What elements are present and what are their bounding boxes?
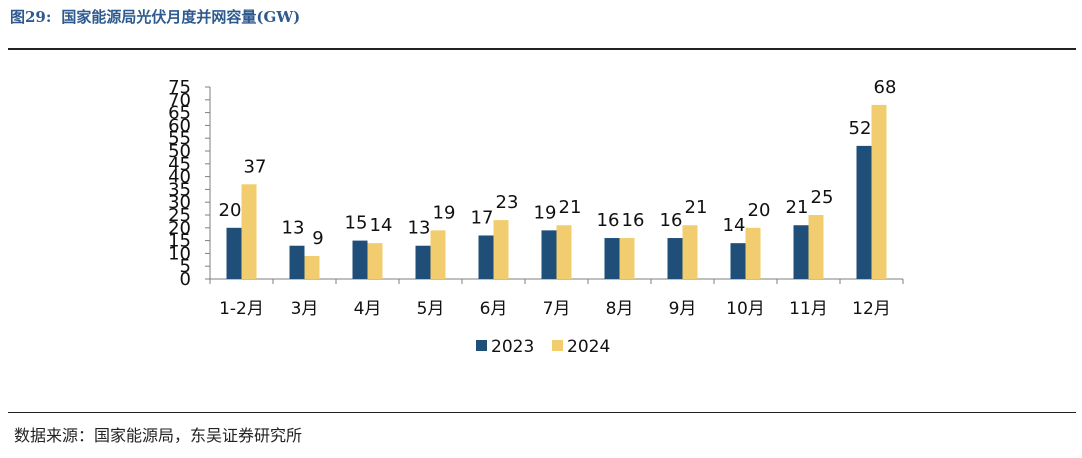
data-label-2024: 16 xyxy=(622,210,645,231)
bar-2024 xyxy=(556,225,572,279)
data-label-2023: 16 xyxy=(660,210,683,231)
data-label-2024: 9 xyxy=(312,228,323,249)
x-tick-label: 7月 xyxy=(543,299,571,319)
y-tick-label: 35 xyxy=(168,179,191,200)
data-label-2024: 19 xyxy=(433,202,456,223)
y-tick-label: 10 xyxy=(168,243,191,264)
bar-2024 xyxy=(745,227,761,279)
bar-2023 xyxy=(226,227,242,279)
bottom-rule xyxy=(8,412,1076,413)
y-tick-label: 45 xyxy=(168,154,191,175)
data-label-2023: 19 xyxy=(534,202,557,223)
data-label-2023: 16 xyxy=(597,210,620,231)
data-label-2023: 21 xyxy=(786,197,809,218)
data-label-2024: 21 xyxy=(685,197,708,218)
top-rule xyxy=(8,48,1076,50)
figure-title: 图29: 国家能源局光伏月度并网容量(GW) xyxy=(10,6,300,27)
data-label-2024: 25 xyxy=(811,187,834,208)
y-tick-label: 40 xyxy=(168,167,191,188)
y-tick-label: 75 xyxy=(168,77,191,98)
x-tick-label: 4月 xyxy=(354,299,382,319)
x-tick-label: 3月 xyxy=(291,299,319,319)
legend-label-2023: 2023 xyxy=(491,337,534,357)
y-tick-label: 5 xyxy=(180,256,191,277)
x-tick-label: 8月 xyxy=(606,299,634,319)
y-tick-label: 15 xyxy=(168,231,191,252)
y-tick-label: 70 xyxy=(168,90,191,111)
bar-2023 xyxy=(415,245,431,279)
y-tick-label: 20 xyxy=(168,218,191,239)
bar-2023 xyxy=(289,245,305,279)
y-tick-label: 0 xyxy=(180,269,191,290)
y-tick-label: 25 xyxy=(168,205,191,226)
x-tick-label: 9月 xyxy=(669,299,697,319)
data-label-2024: 21 xyxy=(559,197,582,218)
bar-2024 xyxy=(430,230,446,279)
data-label-2024: 23 xyxy=(496,192,519,213)
data-label-2023: 17 xyxy=(471,207,494,228)
bar-2024 xyxy=(808,215,824,279)
data-label-2024: 20 xyxy=(748,200,771,221)
x-tick-label: 1-2月 xyxy=(219,299,264,319)
x-tick-label: 6月 xyxy=(480,299,508,319)
data-source-note: 数据来源：国家能源局，东吴证券研究所 xyxy=(14,426,303,445)
legend-swatch-2023 xyxy=(476,340,487,351)
y-tick-label: 65 xyxy=(168,103,191,124)
data-label-2023: 13 xyxy=(408,218,431,239)
figure-title-text: 国家能源局光伏月度并网容量(GW) xyxy=(61,8,301,26)
figure-number: 图29: xyxy=(10,8,52,26)
bar-2024 xyxy=(493,220,509,279)
y-tick-label: 55 xyxy=(168,128,191,149)
bar-2023 xyxy=(793,225,809,279)
x-tick-label: 12月 xyxy=(852,299,891,319)
data-label-2024: 14 xyxy=(370,215,393,236)
bar-2024 xyxy=(304,255,320,279)
x-tick-label: 10月 xyxy=(726,299,765,319)
bar-2024 xyxy=(241,184,257,279)
bar-2023 xyxy=(667,238,683,279)
x-tick-label: 11月 xyxy=(789,299,828,319)
y-tick-label: 60 xyxy=(168,115,191,136)
data-label-2023: 52 xyxy=(849,118,872,139)
bar-2023 xyxy=(604,238,620,279)
data-label-2023: 15 xyxy=(345,213,368,234)
bar-2024 xyxy=(871,104,887,279)
bar-2023 xyxy=(730,243,746,279)
x-tick-label: 5月 xyxy=(417,299,445,319)
y-tick-label: 30 xyxy=(168,192,191,213)
data-label-2024: 68 xyxy=(874,77,897,98)
data-label-2024: 37 xyxy=(244,156,267,177)
data-label-2023: 13 xyxy=(282,218,305,239)
bar-2024 xyxy=(619,238,635,279)
data-label-2023: 20 xyxy=(219,200,242,221)
y-tick-label: 50 xyxy=(168,141,191,162)
legend-swatch-2024 xyxy=(552,340,563,351)
bar-2024 xyxy=(367,243,383,279)
bar-2023 xyxy=(856,145,872,279)
bar-2024 xyxy=(682,225,698,279)
data-label-2023: 14 xyxy=(723,215,746,236)
bar-2023 xyxy=(478,235,494,279)
legend-label-2024: 2024 xyxy=(567,337,610,357)
bar-2023 xyxy=(352,240,368,279)
bar-2023 xyxy=(541,230,557,279)
